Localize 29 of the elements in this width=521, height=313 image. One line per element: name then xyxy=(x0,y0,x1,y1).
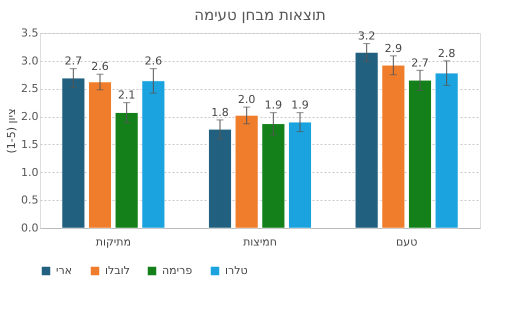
data-label: 1.9 xyxy=(291,98,309,112)
x-tick-label: חמיצות xyxy=(243,236,277,248)
y-tick-label: 0.5 xyxy=(21,194,38,207)
chart-title: תוצאות מבחן טעימה xyxy=(194,6,326,24)
data-label: 2.6 xyxy=(91,60,109,74)
x-tick-label: מתיקות xyxy=(96,236,131,248)
y-tick-label: 2.0 xyxy=(21,110,38,124)
y-tick-label: 0.0 xyxy=(21,222,38,234)
legend-label: ארי xyxy=(56,264,72,277)
legend-label: פרימה xyxy=(162,264,192,277)
y-tick-label: 2.5 xyxy=(21,82,38,96)
y-tick-label: 3.0 xyxy=(21,54,38,68)
y-tick-label: 1.5 xyxy=(21,138,38,151)
x-tick-label: טעם xyxy=(396,236,418,248)
data-label: 2.8 xyxy=(438,46,456,60)
y-tick-label: 3.5 xyxy=(21,26,38,40)
y-axis-title: ציון (1-5) xyxy=(5,108,18,154)
data-label: 2.9 xyxy=(384,42,402,55)
data-label: 2.7 xyxy=(411,56,429,70)
legend-label: טלרו xyxy=(225,264,248,277)
data-label: 1.8 xyxy=(211,106,229,119)
legend-label: לובלו xyxy=(105,264,130,277)
data-label: 2.6 xyxy=(144,54,162,68)
data-label: 3.2 xyxy=(358,30,376,43)
data-label: 2.7 xyxy=(64,54,82,68)
y-tick-label: 1.0 xyxy=(21,166,38,179)
data-label: 2.0 xyxy=(238,93,256,106)
data-label: 2.1 xyxy=(118,88,136,102)
data-label: 1.9 xyxy=(264,98,282,112)
